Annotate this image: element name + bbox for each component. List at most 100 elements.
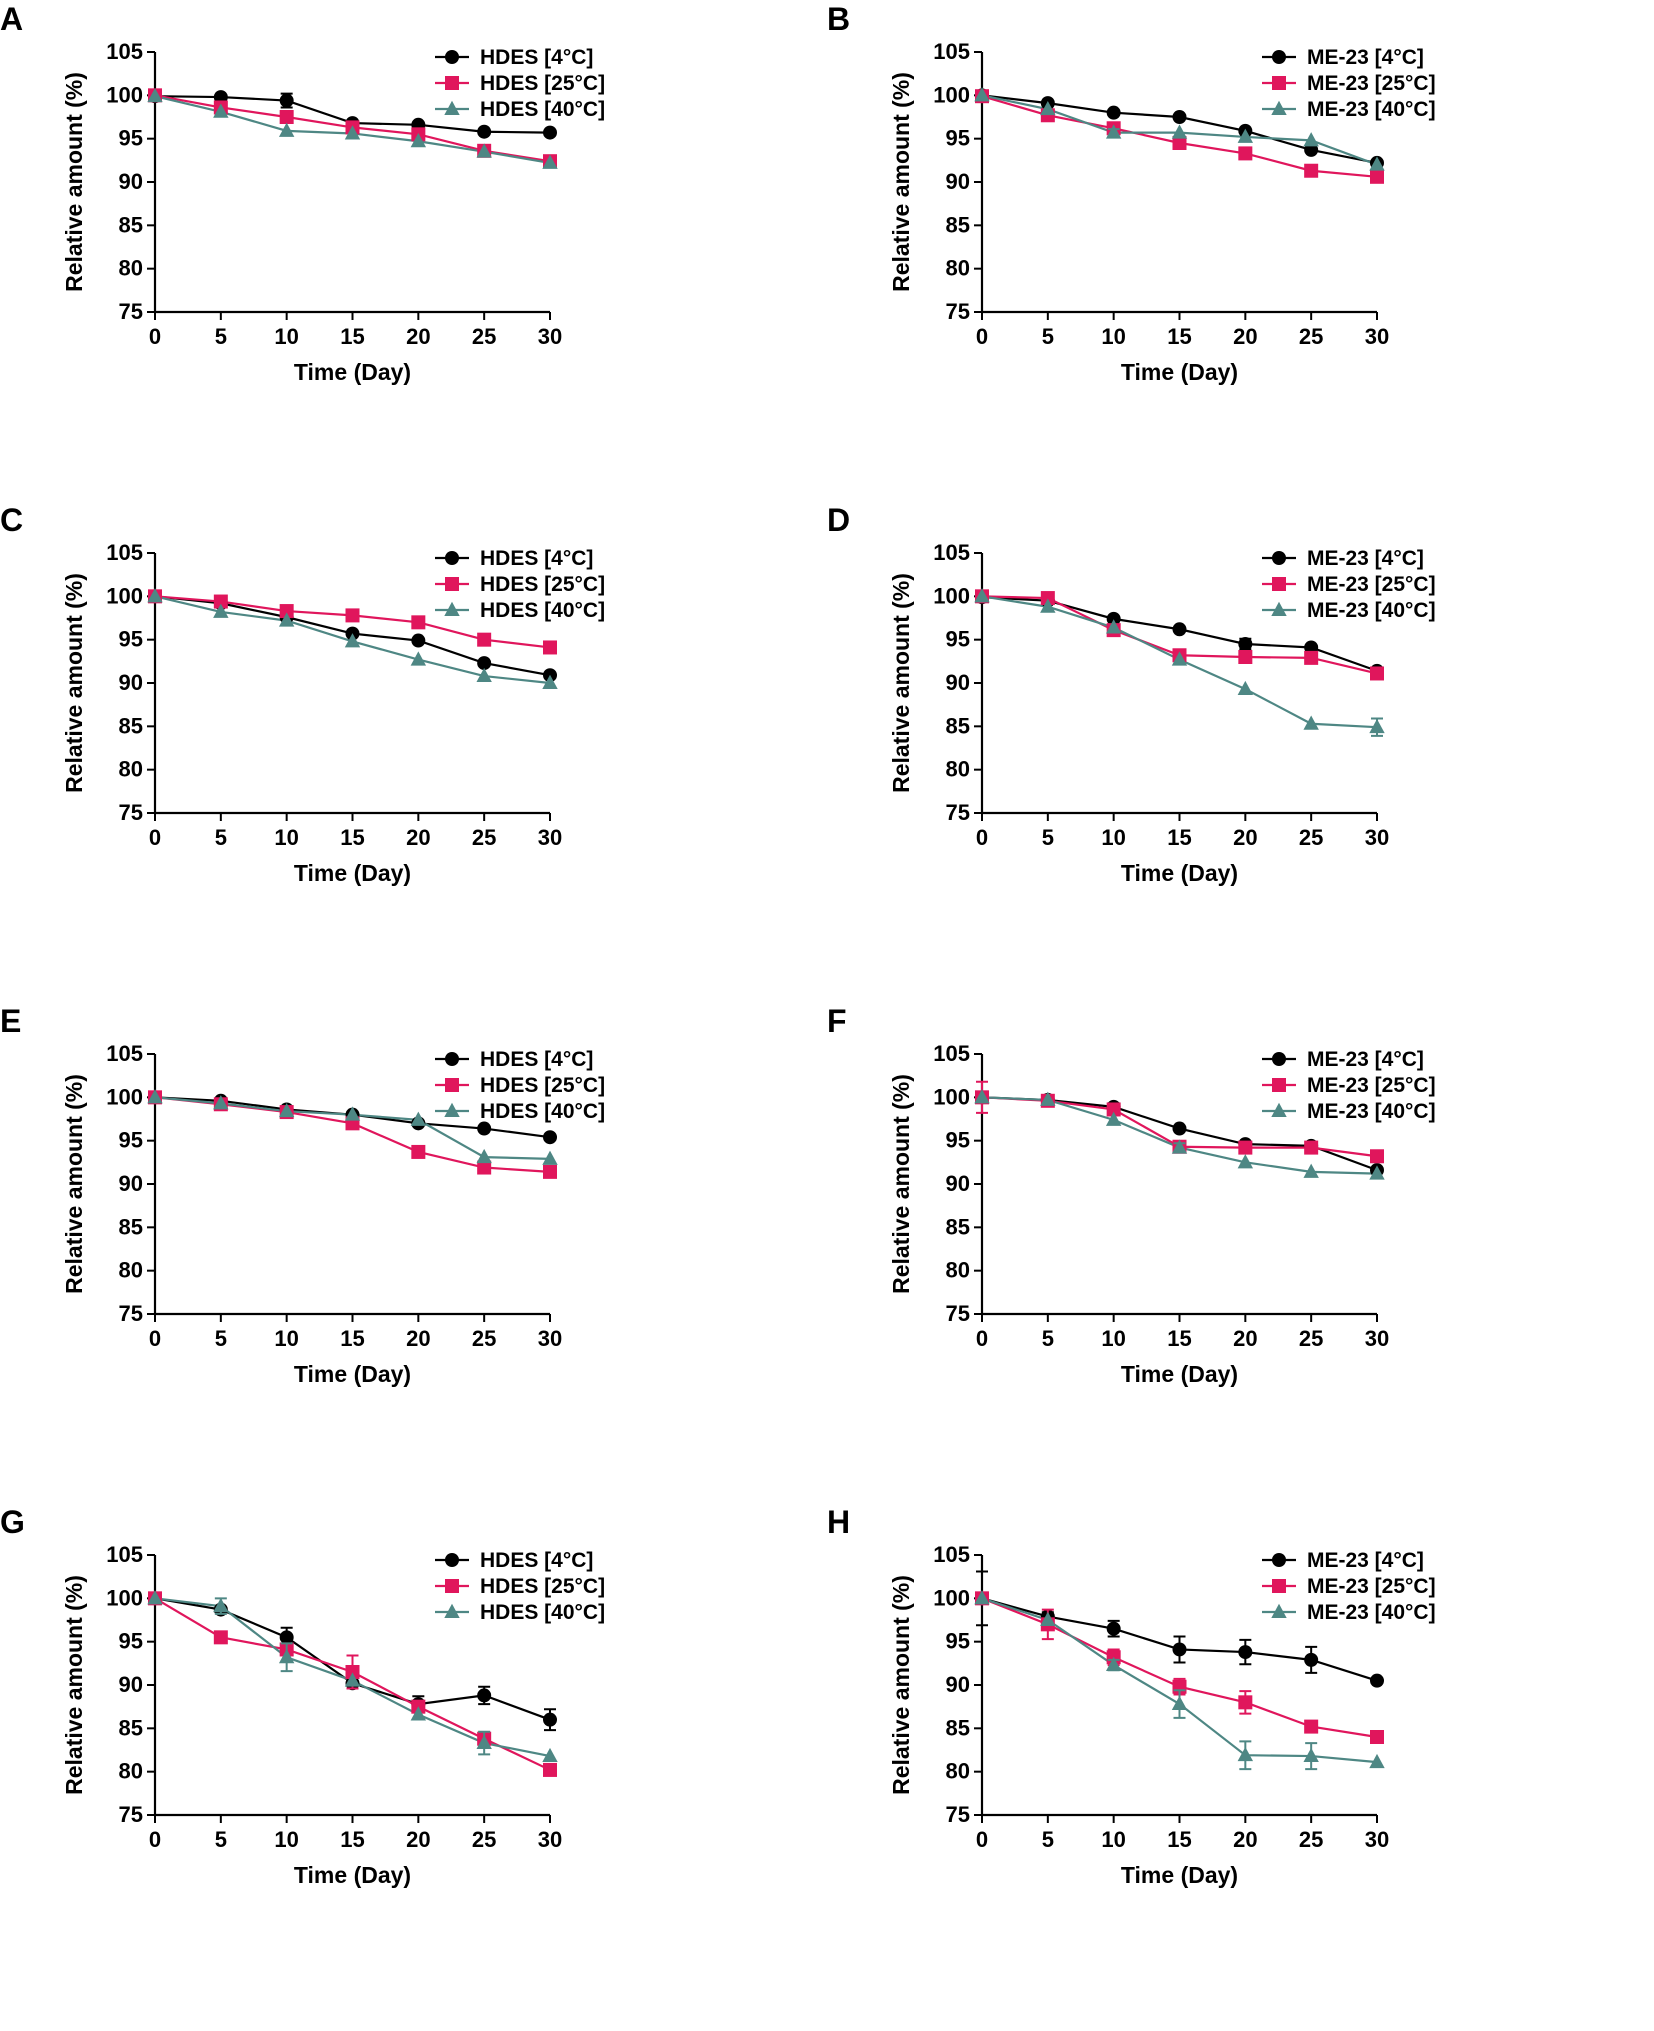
legend-label: ME-23 [4°C] xyxy=(1307,1048,1424,1071)
x-tick-label: 25 xyxy=(472,1827,496,1852)
x-tick-label: 5 xyxy=(215,825,227,850)
chart-svg: C 75 80 85 90 95 100 105 0 5 10 15 20 25 30 Time (Day) R… xyxy=(0,502,605,886)
y-tick-label: 90 xyxy=(119,1672,143,1697)
legend-marker-circle xyxy=(445,1052,459,1066)
data-point-circle xyxy=(1106,105,1121,120)
data-point-triangle xyxy=(1303,715,1319,730)
y-tick-label: 105 xyxy=(933,1041,970,1066)
data-point-square xyxy=(477,1160,492,1175)
x-tick-label: 15 xyxy=(1167,1326,1191,1351)
y-tick-label: 100 xyxy=(106,1084,143,1109)
legend-marker-circle xyxy=(1272,551,1286,565)
series-points-group xyxy=(147,1089,558,1165)
data-point-triangle xyxy=(147,1590,163,1605)
y-tick-label: 80 xyxy=(119,757,143,782)
chart-panel-h: H 75 80 85 90 95 100 105 0 5 10 15 20 25 30 Time (Day) R… xyxy=(827,1503,1654,2010)
y-tick-label: 95 xyxy=(119,126,143,151)
data-point-triangle xyxy=(344,125,361,140)
data-point-triangle xyxy=(1171,1139,1188,1154)
data-point-circle xyxy=(543,125,557,140)
y-tick-label: 75 xyxy=(946,1802,970,1827)
series-points-group xyxy=(974,1590,1385,1771)
y-axis-title: Relative amount (%) xyxy=(61,1074,87,1294)
data-point-triangle xyxy=(1369,156,1385,171)
x-tick-label: 20 xyxy=(1233,1827,1257,1852)
y-tick-label: 90 xyxy=(946,1672,970,1697)
x-tick-label: 30 xyxy=(538,1326,562,1351)
y-tick-label: 75 xyxy=(946,800,970,825)
data-point-circle xyxy=(1172,1121,1187,1136)
x-tick-label: 5 xyxy=(215,324,227,349)
x-tick-label: 5 xyxy=(215,1326,227,1351)
y-tick-label: 105 xyxy=(106,540,143,565)
data-point-triangle xyxy=(1040,1611,1056,1626)
data-point-triangle xyxy=(1237,1154,1254,1169)
data-point-circle xyxy=(477,656,492,671)
y-tick-label: 95 xyxy=(119,627,143,652)
y-tick-label: 75 xyxy=(119,800,143,825)
data-point-triangle xyxy=(1040,598,1056,613)
data-point-square xyxy=(1304,163,1319,178)
x-tick-label: 20 xyxy=(406,1326,430,1351)
data-point-triangle xyxy=(213,1597,229,1613)
legend-marker-square xyxy=(1272,1078,1286,1092)
legend-marker-triangle xyxy=(444,1603,460,1618)
x-tick-label: 0 xyxy=(149,1326,161,1351)
data-point-triangle xyxy=(542,154,558,169)
y-tick-label: 80 xyxy=(119,1258,143,1283)
x-axis-title: Time (Day) xyxy=(294,1862,411,1888)
x-tick-label: 0 xyxy=(149,324,161,349)
data-point-triangle xyxy=(278,612,295,627)
data-point-circle xyxy=(543,1712,557,1727)
data-point-triangle xyxy=(147,588,163,603)
series-points-group xyxy=(147,1590,558,1763)
data-point-triangle xyxy=(147,87,163,103)
x-tick-label: 10 xyxy=(274,1326,298,1351)
chart-svg: G 75 80 85 90 95 100 105 0 5 10 15 20 25 30 Time (Day) R… xyxy=(0,1504,605,1888)
x-tick-label: 15 xyxy=(1167,324,1191,349)
data-point-triangle xyxy=(1303,1163,1319,1178)
legend-label: ME-23 [40°C] xyxy=(1307,1601,1436,1624)
legend-label: ME-23 [4°C] xyxy=(1307,46,1424,69)
legend: HDES [4°C] HDES [25°C] HDES [40°C] xyxy=(435,547,605,622)
data-point-square xyxy=(1304,1719,1319,1734)
y-tick-label: 100 xyxy=(933,82,970,107)
data-point-triangle xyxy=(542,1747,558,1763)
data-point-square xyxy=(543,1164,557,1179)
y-tick-label: 90 xyxy=(119,670,143,695)
legend-label: ME-23 [25°C] xyxy=(1307,573,1436,596)
x-tick-label: 5 xyxy=(1042,825,1054,850)
data-point-circle xyxy=(1238,637,1253,651)
x-tick-label: 10 xyxy=(1101,1326,1125,1351)
legend-marker-circle xyxy=(445,551,459,565)
panel-letter: C xyxy=(0,502,23,538)
x-tick-label: 5 xyxy=(1042,1827,1054,1852)
y-tick-label: 100 xyxy=(106,82,143,107)
y-tick-label: 95 xyxy=(946,1128,970,1153)
data-point-triangle xyxy=(213,603,229,618)
data-point-triangle xyxy=(1369,1165,1385,1180)
x-tick-label: 30 xyxy=(1365,1827,1389,1852)
x-axis-title: Time (Day) xyxy=(294,1361,411,1387)
x-axis-title: Time (Day) xyxy=(1121,1862,1238,1888)
data-point-square xyxy=(213,594,228,609)
data-point-circle xyxy=(279,93,294,108)
x-tick-label: 5 xyxy=(215,1827,227,1852)
y-tick-label: 75 xyxy=(119,1802,143,1827)
data-point-triangle xyxy=(410,1111,427,1126)
legend-marker-square xyxy=(445,1579,459,1593)
chart-panel-d: D 75 80 85 90 95 100 105 0 5 10 15 20 25 30 Time (Day) R… xyxy=(827,501,1654,1008)
data-point-triangle xyxy=(476,143,492,158)
panel-letter: B xyxy=(827,1,850,37)
data-point-square xyxy=(279,110,294,124)
x-tick-label: 20 xyxy=(406,825,430,850)
x-tick-label: 30 xyxy=(1365,825,1389,850)
x-tick-label: 20 xyxy=(406,324,430,349)
data-point-square xyxy=(477,632,492,647)
legend-marker-triangle xyxy=(1271,1603,1287,1618)
legend-marker-square xyxy=(445,1078,459,1092)
data-point-triangle xyxy=(147,1089,163,1104)
data-point-square xyxy=(1370,1149,1384,1164)
data-point-triangle xyxy=(1040,100,1056,116)
data-point-circle xyxy=(1106,611,1121,626)
